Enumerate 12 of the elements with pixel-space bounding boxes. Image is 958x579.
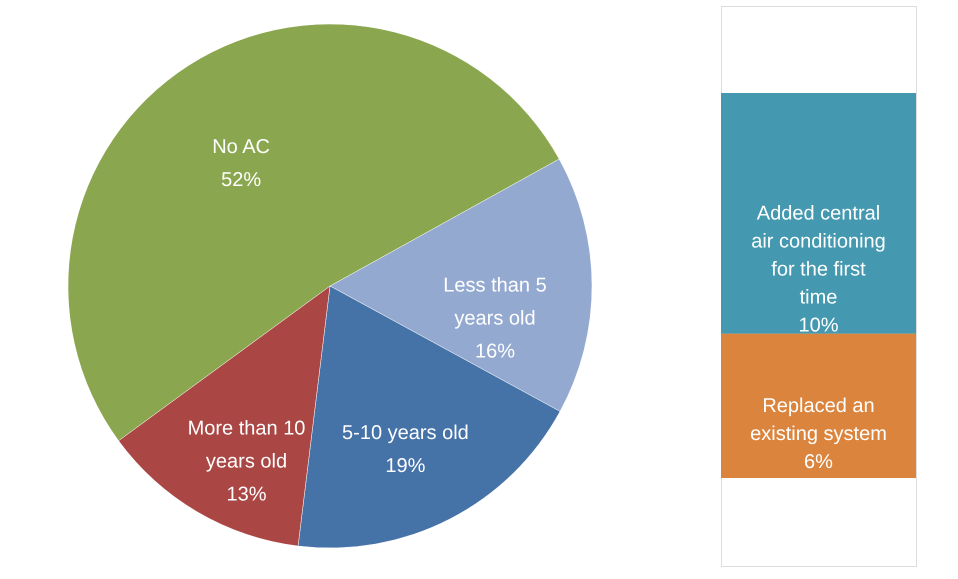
data-label: 13% xyxy=(226,483,267,506)
data-label: 6% xyxy=(804,450,834,473)
data-label: 16% xyxy=(474,340,516,362)
data-label: 19% xyxy=(385,454,426,477)
slice-label: More than 10 years old xyxy=(188,417,306,472)
slice-label: 5-10 years old xyxy=(342,422,469,444)
slice-label: No AC xyxy=(212,136,270,158)
slice-label: Less than 5 years old xyxy=(443,274,547,330)
data-label: 10% xyxy=(798,314,839,336)
series-label: Replaced an existing system xyxy=(750,394,887,445)
series-label: Added central air conditioning for the first time xyxy=(751,202,886,308)
data-label: 52% xyxy=(221,168,262,191)
